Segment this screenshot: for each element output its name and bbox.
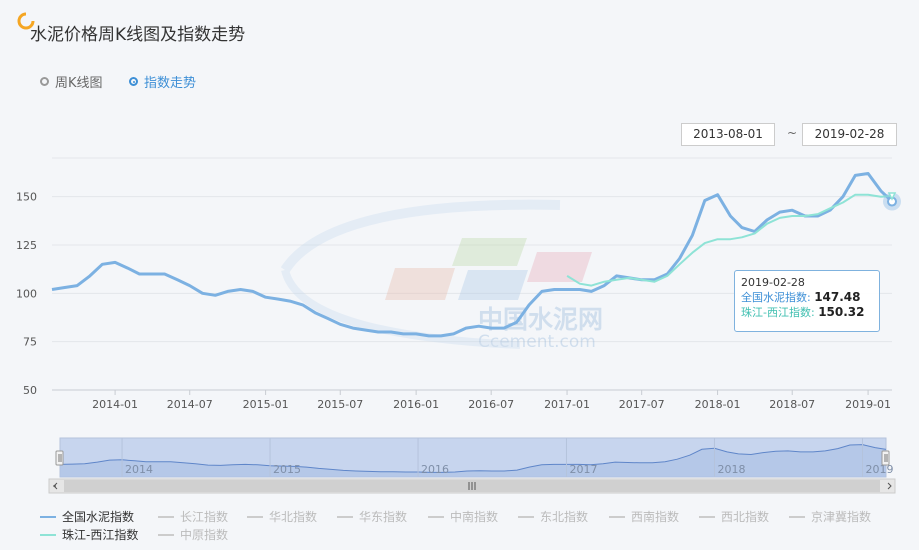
watermark-swoosh [280,199,561,273]
radio-selected-icon [129,77,138,86]
series-lines [51,172,894,338]
chart-tooltip: 2019-02-28 全国水泥指数: 147.48 珠江-西江指数: 150.3… [734,270,880,332]
radio-index-trend-label: 指数走势 [144,76,197,91]
tooltip-national-value: 147.48 [814,290,861,304]
legend-item[interactable]: 长江指数 [158,508,228,525]
navigator-year-label: 2019 [865,463,893,476]
y-tick-label: 125 [16,239,37,252]
radio-kline-label: 周K线图 [55,76,103,91]
legend-label: 东北指数 [540,510,589,524]
watermark: 中国水泥网 Ccement.com [280,199,603,352]
navigator-year-label: 2014 [125,463,153,476]
radio-icon [40,77,49,86]
navigator-area [60,444,886,477]
legend-item[interactable]: 中原指数 [158,526,228,543]
navigator-year-label: 2015 [273,463,301,476]
y-tick-label: 75 [23,336,37,349]
start-date-input[interactable]: 2013-08-01 [681,123,775,146]
tooltip-row-national: 全国水泥指数: 147.48 [741,290,861,304]
watermark-swoosh [281,268,521,349]
legend-label: 全国水泥指数 [62,510,135,524]
legend-label: 长江指数 [180,510,229,524]
watermark-en: Ccement.com [478,332,596,352]
tooltip-national-label: 全国水泥指数 [741,291,807,304]
logo-icon [17,12,35,30]
legend-swatch [158,533,174,536]
x-tick-label: 2017-01 [544,398,590,411]
tooltip-pearl-label: 珠江-西江指数 [741,306,811,319]
navigator-year-label: 2017 [569,463,597,476]
scroll-right-arrow-icon [887,482,892,490]
legend-item[interactable]: 珠江-西江指数 [40,526,138,543]
legend-item[interactable]: 全国水泥指数 [40,508,134,525]
legend-item[interactable]: 西北指数 [699,508,769,525]
page-title: 水泥价格周K线图及指数走势 [30,25,246,45]
y-tick-label: 100 [16,287,37,300]
legend-swatch [609,515,625,518]
legend-swatch [40,515,56,518]
navigator-line [59,444,887,473]
x-tick-label: 2018-07 [769,398,815,411]
radio-kline[interactable]: 周K线图 [40,72,103,91]
legend-label: 华北指数 [269,510,318,524]
navigator-year-label: 2018 [717,463,745,476]
x-tick-label: 2018-01 [695,398,741,411]
legend-item[interactable]: 华北指数 [247,508,317,525]
legend-swatch [158,515,174,518]
legend-item[interactable]: 华东指数 [337,508,407,525]
x-tick-label: 2015-01 [243,398,289,411]
hover-marker [883,192,901,211]
legend-label: 中原指数 [180,528,229,542]
x-axis: 2014-01 2014-07 2015-01 2015-07 2016-01 2016-… [92,390,891,411]
watermark-tile [458,270,528,300]
watermark-tile [527,252,592,282]
x-tick-label: 2014-07 [167,398,213,411]
legend-label: 京津冀指数 [811,510,872,524]
x-tick-label: 2015-07 [317,398,363,411]
legend-swatch [247,515,263,518]
y-axis: 50 75 100 125 150 [16,191,37,397]
legend-swatch [337,515,353,518]
tooltip-date: 2019-02-28 [741,276,805,289]
series-line-1 [566,193,893,287]
legend-swatch [699,515,715,518]
legend-item[interactable]: 东北指数 [518,508,588,525]
legend-label: 中南指数 [450,510,499,524]
legend-label: 华东指数 [359,510,408,524]
navigator-year-label: 2016 [421,463,449,476]
tooltip-pearl-value: 150.32 [818,305,865,319]
date-separator: ~ [787,126,798,140]
x-tick-label: 2016-01 [393,398,439,411]
radio-index-trend[interactable]: 指数走势 [129,72,196,91]
point-marker-pearl [887,192,897,201]
watermark-tile [452,238,527,266]
x-tick-label: 2016-07 [468,398,514,411]
range-navigator: 2014 2015 2016 2017 2018 2019 [48,437,896,494]
scroll-left-arrow-icon [53,482,58,490]
legend-swatch [40,533,56,536]
x-tick-label: 2017-07 [619,398,665,411]
watermark-tile [385,268,455,300]
y-tick-label: 150 [16,191,37,204]
y-tick-label: 50 [23,384,37,397]
legend-item[interactable]: 京津冀指数 [789,508,871,525]
legend-item[interactable]: 中南指数 [428,508,498,525]
x-tick-label: 2014-01 [92,398,138,411]
watermark-cn: 中国水泥网 [478,305,603,334]
legend-swatch [789,515,805,518]
legend-swatch [428,515,444,518]
legend-label: 西南指数 [631,510,680,524]
legend-label: 珠江-西江指数 [62,528,139,542]
tooltip-row-pearl: 珠江-西江指数: 150.32 [741,305,865,319]
legend-swatch [518,515,534,518]
series-line-0 [51,172,894,338]
legend-item[interactable]: 西南指数 [609,508,679,525]
legend-label: 西北指数 [721,510,770,524]
end-date-input[interactable]: 2019-02-28 [802,123,897,146]
x-tick-label: 2019-01 [845,398,891,411]
